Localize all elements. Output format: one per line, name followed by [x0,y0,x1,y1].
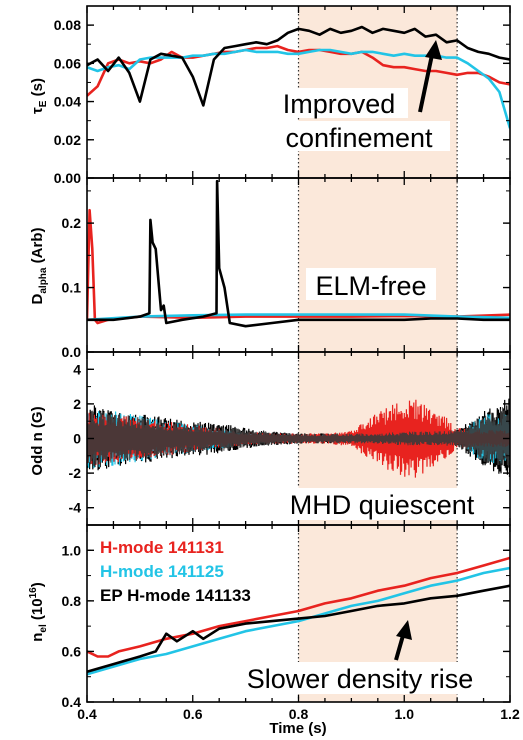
ytick-label-tau: 0.06 [54,55,81,71]
ytick-label-dalpha: 0.1 [62,280,82,296]
oscillation-trace-black [87,404,510,468]
xtick-label: 0.8 [289,706,309,722]
ytick-label-dalpha: 0.2 [62,215,82,231]
arrow-head [396,620,412,640]
ytick-label-oddn: -2 [69,465,82,481]
annotation-improved-confinement: Improved confinement [268,40,450,153]
xtick-label: 1.2 [500,706,520,722]
series-line-h-mode-141125 [87,313,510,322]
series-line-ep-h-mode-141133 [87,25,510,107]
arrow-shaft [418,49,435,113]
xlabel: Time (s) [269,720,326,737]
panel-dalpha [87,179,510,328]
ytick-label-dalpha: 0.0 [62,344,82,360]
annotation-line: MHD quiescent [290,490,475,520]
legend-bg [96,536,292,608]
xtick-label: 1.0 [395,706,415,722]
annotation-elm-free: ELM-free [306,268,436,301]
ytick-label-oddn: -4 [69,500,82,516]
annotation-bg [224,662,496,694]
axis-ticks: 0.000.020.040.060.080.00.10.2-4-20240.40… [54,5,520,722]
ytick-label-tau: 0.02 [54,132,81,148]
ytick-label-oddn: 0 [73,431,81,447]
ytick-label-oddn: 2 [73,396,81,412]
annotation-bg [268,121,450,151]
annotation-slower-density-rise: Slower density rise [224,620,496,694]
panel-oddn [87,398,510,478]
ylabel-ne: nel (1016) [28,582,49,642]
arrow-head [425,40,442,60]
annotation-line: confinement [285,123,433,153]
annotation-bg [306,268,436,300]
ylabel-tau: τE (s) [29,78,49,114]
annotation-bg [268,88,408,118]
xtick-label: 0.6 [183,706,203,722]
series-line-ep-h-mode-141133 [87,179,510,328]
ytick-label-ne: 0.4 [62,694,82,710]
ytick-label-ne: 0.8 [62,593,82,609]
panel-ne [87,556,510,676]
series-line-h-mode-141131 [87,44,510,97]
legend-entry-141133: EP H-mode 141133 [100,586,251,605]
highlight-band-dalpha [298,178,458,352]
series-line-h-mode-141125 [87,566,510,676]
annotation-bg [266,488,498,520]
series-line-ep-h-mode-141133 [87,584,510,673]
legend-entry-141131: H-mode 141131 [100,538,224,557]
ylabel-oddn: Odd n (G) [29,406,46,475]
ylabel-dalpha: Dalpha (Arb) [29,228,49,305]
annotation-line: ELM-free [315,271,426,301]
ytick-label-tau: 0.00 [54,170,81,186]
annotation-mhd-quiescent: MHD quiescent [266,488,498,520]
plot-area [87,25,510,676]
ytick-label-ne: 1.0 [62,542,82,558]
ytick-label-tau: 0.08 [54,17,81,33]
legend: H-mode 141131 H-mode 141125 EP H-mode 14… [96,536,292,608]
series-line-h-mode-141131 [87,556,510,658]
annotation-line: Improved [283,89,396,119]
annotation-line: Slower density rise [247,664,474,694]
ytick-label-tau: 0.04 [54,94,81,110]
ytick-label-ne: 0.6 [62,643,82,659]
xtick-label: 0.4 [77,706,97,722]
legend-entry-141125: H-mode 141125 [100,562,224,581]
ytick-label-oddn: 4 [73,361,81,377]
